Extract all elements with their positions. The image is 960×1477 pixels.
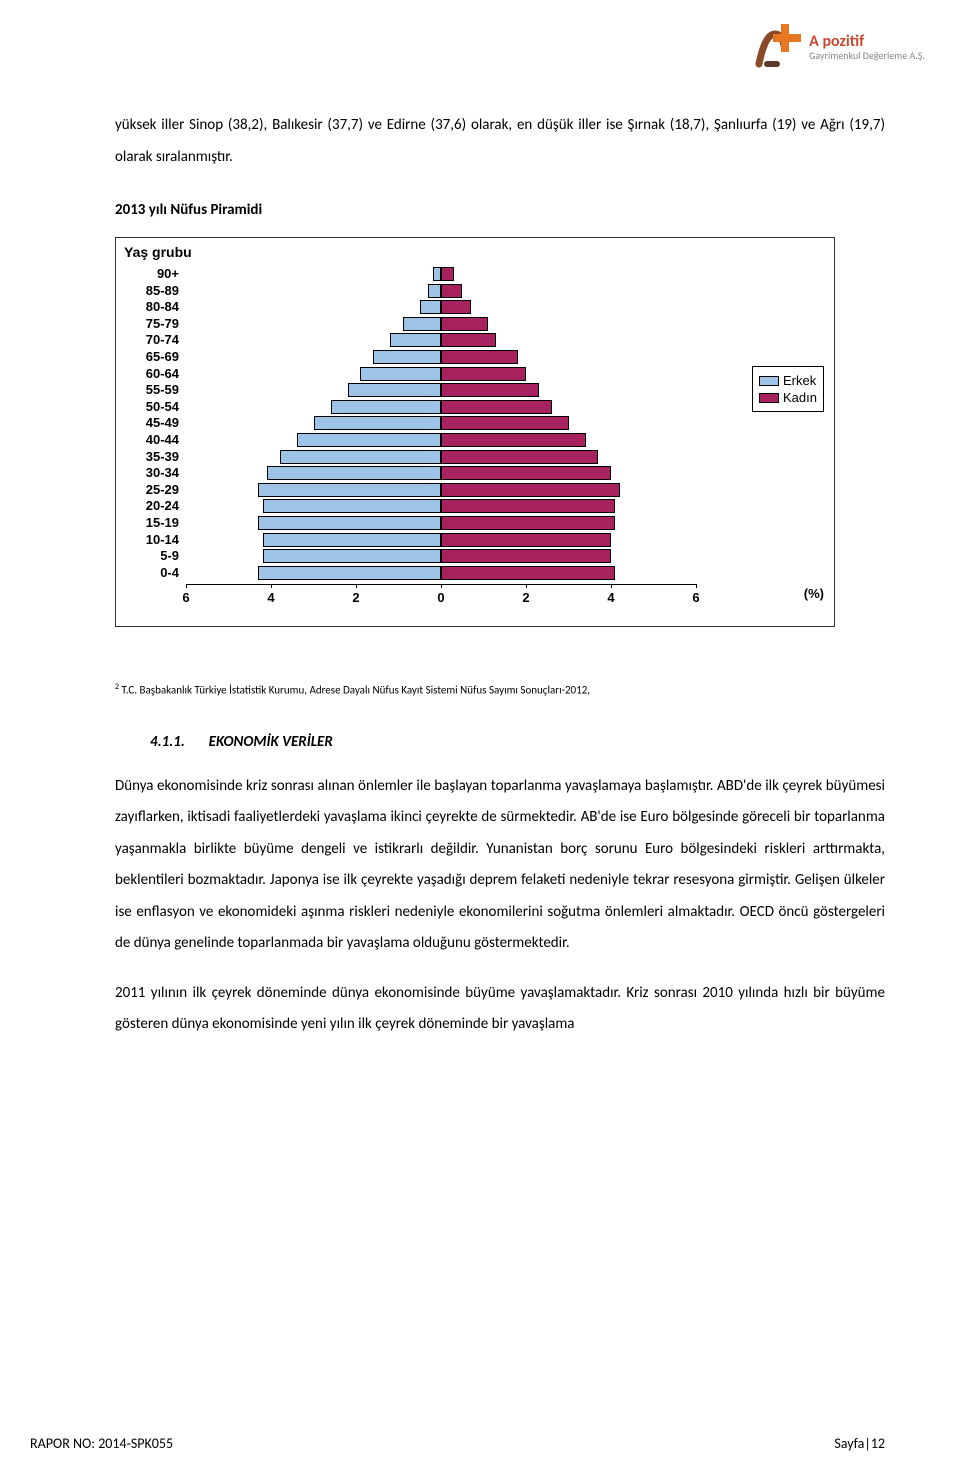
chart-area (186, 266, 696, 584)
legend-male: Erkek (783, 373, 816, 388)
brand-header: A pozitif Gayrimenkul Değerleme A.Ş. (747, 20, 925, 74)
report-number: RAPOR NO: 2014-SPK055 (30, 1435, 173, 1452)
page-number: Sayfa|12 (834, 1435, 885, 1452)
subsection-heading: 4.1.1. EKONOMİK VERİLER (150, 732, 885, 751)
legend-swatch-male (759, 376, 779, 386)
logo-icon (747, 20, 801, 74)
brand-name: A pozitif (809, 33, 925, 51)
body-paragraph-1: Dünya ekonomisinde kriz sonrası alınan ö… (115, 771, 885, 960)
pct-label: (%) (804, 586, 824, 601)
intro-paragraph: yüksek iller Sinop (38,2), Balıkesir (37… (115, 110, 885, 173)
age-group-labels: 90+85-8980-8475-7970-7465-6960-6455-5950… (134, 266, 179, 581)
section-title: 2013 yılı Nüfus Piramidi (115, 201, 885, 219)
body-paragraph-2: 2011 yılının ilk çeyrek döneminde dünya … (115, 978, 885, 1041)
chart-ylabel: Yaş grubu (124, 244, 192, 260)
page-footer: RAPOR NO: 2014-SPK055 Sayfa|12 (30, 1435, 885, 1452)
chart-legend: Erkek Kadın (752, 366, 824, 412)
footnote: 2 T.C. Başbakanlık Türkiye İstatistik Ku… (115, 682, 885, 697)
legend-swatch-female (759, 393, 779, 403)
legend-female: Kadın (783, 390, 817, 405)
brand-subtitle: Gayrimenkul Değerleme A.Ş. (809, 50, 925, 61)
pyramid-chart: Yaş grubu 90+85-8980-8475-7970-7465-6960… (115, 237, 835, 627)
